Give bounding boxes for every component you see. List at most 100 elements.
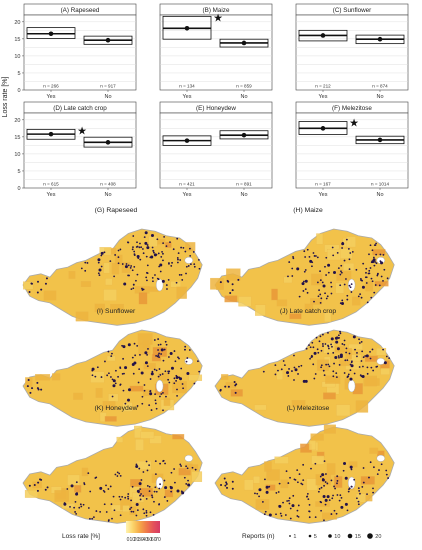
report-dot — [287, 375, 290, 377]
report-dot — [187, 265, 190, 267]
report-dot — [338, 356, 340, 359]
district-patch — [116, 436, 124, 443]
report-dot — [130, 510, 133, 513]
report-dot — [357, 487, 360, 490]
report-dot — [180, 273, 183, 276]
report-dot — [376, 274, 379, 277]
mean-point — [320, 33, 326, 38]
report-dot — [119, 366, 122, 369]
district-patch — [355, 400, 369, 413]
report-dot — [149, 256, 152, 259]
report-dot — [340, 271, 343, 274]
report-dot — [146, 279, 148, 282]
report-dot — [161, 373, 164, 375]
report-dot — [332, 370, 335, 373]
report-dot — [96, 366, 99, 369]
report-dot — [326, 295, 329, 298]
district-patch — [152, 346, 168, 357]
city-gap — [376, 357, 386, 365]
report-dot — [87, 507, 90, 509]
report-dot — [141, 395, 144, 398]
report-dot — [324, 343, 327, 345]
report-dot — [316, 281, 319, 284]
report-dot — [75, 513, 78, 515]
report-dot — [302, 280, 305, 283]
district-patch — [90, 371, 105, 383]
report-dot — [265, 490, 269, 494]
report-dot — [385, 469, 388, 472]
report-dot — [136, 241, 138, 244]
report-dot — [364, 355, 367, 357]
report-dot — [377, 272, 379, 275]
y-tick-label: 5 — [17, 169, 20, 175]
report-dot — [159, 374, 162, 376]
report-dot — [362, 481, 365, 484]
report-dot — [36, 489, 39, 492]
report-dot — [264, 478, 266, 481]
report-dot — [383, 361, 387, 365]
report-dot — [341, 299, 344, 302]
report-dot — [277, 491, 280, 493]
loss-tick-label: 40 — [142, 537, 148, 543]
report-dot — [170, 366, 174, 370]
report-dot — [84, 261, 87, 264]
report-dot — [282, 501, 284, 504]
district-patch — [149, 435, 162, 444]
plot-area — [295, 112, 409, 189]
loss-tick-label: 70 — [155, 537, 161, 543]
report-dot — [304, 256, 307, 258]
report-dot — [314, 462, 317, 465]
report-dot — [280, 514, 283, 517]
report-dot — [144, 351, 148, 355]
report-dot — [322, 369, 325, 372]
report-dot — [173, 377, 176, 380]
report-dot — [312, 346, 315, 349]
reports-key-label: 15 — [355, 534, 361, 540]
report-dot — [322, 494, 326, 498]
report-dot — [145, 509, 148, 512]
report-dot — [319, 475, 322, 478]
district-patch — [348, 461, 358, 468]
report-dot — [286, 371, 290, 375]
report-dot — [198, 267, 201, 270]
report-dot — [349, 369, 352, 372]
report-dot — [375, 242, 377, 245]
report-dot — [33, 484, 36, 487]
report-dot — [167, 378, 170, 381]
district-patch — [369, 447, 379, 454]
report-dot — [288, 502, 291, 505]
report-dot — [371, 280, 374, 283]
loss-tick-label: 10 — [130, 537, 136, 543]
report-dot — [153, 368, 156, 371]
report-dot — [177, 258, 179, 261]
report-dot — [291, 267, 294, 270]
loss-tick-label: 30 — [138, 537, 144, 543]
report-dot — [138, 246, 141, 249]
report-dot — [127, 388, 131, 392]
report-dot — [31, 387, 34, 390]
district-patch — [129, 506, 137, 516]
report-dot — [360, 296, 363, 299]
report-dot — [323, 374, 326, 377]
report-dot — [327, 363, 330, 366]
report-dot — [325, 297, 328, 300]
report-dot — [163, 348, 166, 351]
report-dot — [345, 347, 348, 350]
report-dot — [117, 262, 120, 265]
report-dot — [313, 377, 316, 380]
report-dot — [139, 494, 141, 497]
y-axis-label: Loss rate [%] — [2, 77, 9, 118]
report-dot — [173, 468, 175, 470]
report-dot — [28, 484, 31, 487]
report-dot — [376, 365, 379, 368]
report-dot — [181, 383, 184, 385]
report-dot — [340, 505, 344, 509]
report-dot — [197, 258, 200, 261]
y-tick-label: 10 — [14, 54, 20, 60]
report-dot — [45, 277, 48, 280]
report-dot — [158, 265, 161, 268]
district-patch — [35, 374, 51, 381]
report-dot — [181, 279, 184, 281]
report-dot — [145, 511, 148, 514]
report-dot — [158, 352, 160, 355]
